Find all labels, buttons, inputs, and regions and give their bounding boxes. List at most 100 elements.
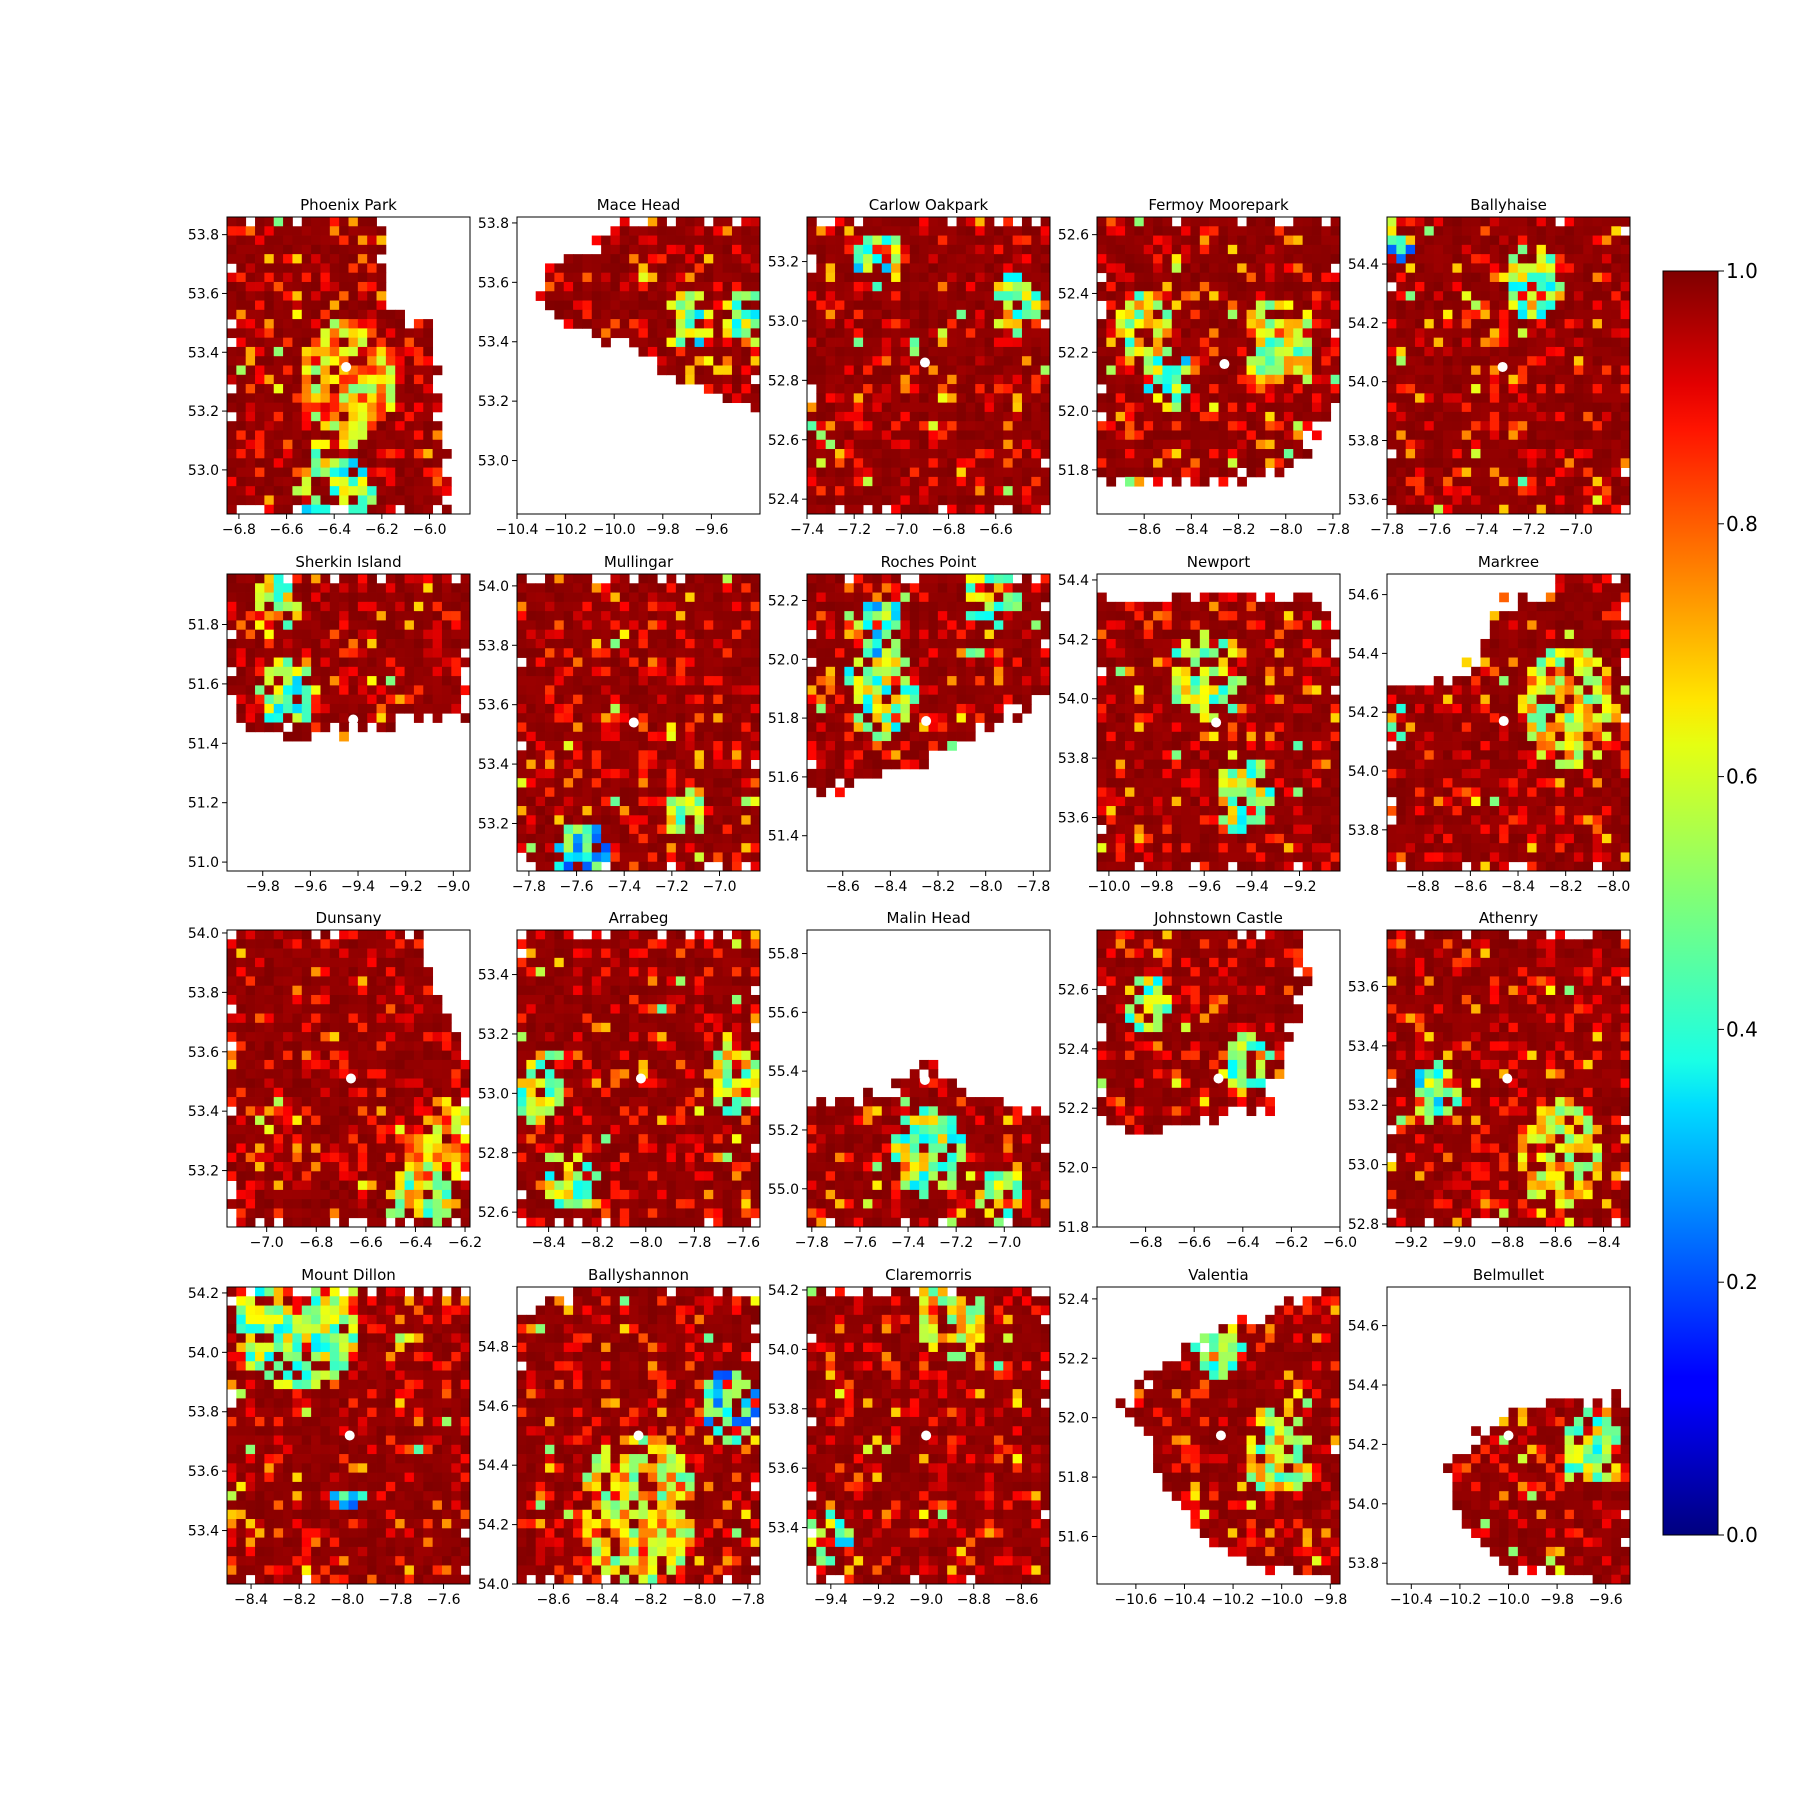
heatmap-cell [563, 629, 574, 640]
heatmap-cell [1162, 309, 1173, 320]
heatmap-cell [984, 574, 995, 584]
heatmap-cell [582, 796, 593, 807]
heatmap-cell [750, 365, 761, 376]
heatmap-cell [264, 666, 275, 677]
heatmap-cell [853, 495, 864, 506]
heatmap-cell [675, 750, 686, 761]
heatmap-cell [1592, 449, 1603, 459]
heatmap-cell [750, 694, 761, 705]
heatmap-cell [638, 694, 649, 705]
heatmap-cell [236, 592, 247, 603]
heatmap-cell [872, 486, 883, 496]
heatmap-cell [1237, 254, 1247, 264]
y-tick-label: 54.4 [1348, 257, 1379, 273]
heatmap-cell [853, 476, 864, 487]
heatmap-cell [928, 411, 939, 422]
heatmap-cell [891, 235, 901, 246]
heatmap-cells [227, 217, 452, 515]
heatmap-cell [357, 611, 368, 621]
heatmap-cell [1508, 402, 1519, 413]
heatmap-cell [1143, 402, 1154, 413]
heatmap-cell [1003, 421, 1014, 431]
heatmap-cell [863, 611, 873, 621]
heatmap-cell [1620, 476, 1631, 487]
heatmap-cell [863, 281, 873, 292]
heatmap-cell [750, 583, 761, 593]
heatmap-cell [1255, 328, 1266, 339]
heatmap-cell [404, 365, 415, 376]
heatmap-cell [975, 226, 985, 236]
heatmap-cell [1564, 504, 1575, 515]
heatmap-cell [1573, 393, 1584, 404]
heatmap-cell [227, 402, 237, 413]
heatmap-cell [423, 384, 434, 394]
heatmap-cell [283, 495, 293, 506]
heatmap-cell [255, 217, 265, 227]
heatmap-cell [1601, 217, 1612, 227]
heatmap-cell [1265, 272, 1275, 283]
heatmap-cell [928, 638, 939, 649]
heatmap-cell [1125, 430, 1135, 441]
heatmap-cell [1125, 421, 1135, 431]
heatmap-cell [301, 337, 312, 348]
heatmap-cell [1302, 217, 1313, 227]
heatmap-cell [1162, 449, 1173, 459]
heatmap-cell [320, 439, 331, 450]
heatmap-cell [909, 226, 920, 236]
heatmap-cell [965, 504, 976, 515]
heatmap-cell [1134, 430, 1145, 441]
heatmap-cell [348, 346, 359, 357]
heatmap-cell [376, 583, 387, 593]
heatmap-cell [591, 685, 602, 696]
heatmap-cell [395, 421, 405, 431]
heatmap-cell [1097, 421, 1107, 431]
heatmap-cell [1040, 648, 1051, 658]
heatmap-cell [1555, 309, 1565, 320]
heatmap-cell [657, 722, 667, 733]
heatmap-cell [357, 235, 368, 246]
heatmap-cell [423, 495, 434, 506]
heatmap-cell [376, 319, 387, 329]
heatmap-cell [283, 346, 293, 357]
heatmap-cell [694, 291, 705, 301]
heatmap-cell [713, 300, 724, 311]
heatmap-cell [264, 648, 275, 658]
heatmap-cell [975, 217, 985, 227]
heatmap-cell [722, 722, 733, 733]
heatmap-cell [1265, 328, 1275, 339]
heatmap-cell [348, 254, 359, 264]
heatmap-cell [376, 713, 387, 723]
heatmap-cell [432, 638, 443, 649]
heatmap-cell [853, 309, 864, 320]
heatmap-cell [1601, 476, 1612, 487]
heatmap-cell [1040, 592, 1051, 603]
heatmap-cell [891, 374, 901, 385]
heatmap-cell [1021, 592, 1032, 603]
heatmap-cell [1480, 328, 1491, 339]
heatmap-cell [1471, 337, 1481, 348]
heatmap-cell [1199, 439, 1210, 450]
heatmap-cell [1489, 504, 1500, 515]
heatmap-cell [367, 439, 377, 450]
heatmap-cell [1583, 430, 1594, 441]
heatmap-cell [255, 583, 265, 593]
heatmap-cell [582, 778, 593, 788]
heatmap-cell [582, 722, 593, 733]
heatmap-cell [713, 217, 724, 227]
heatmap-cell [1012, 583, 1023, 593]
heatmap-cell [1283, 393, 1294, 404]
heatmap-cell [395, 611, 405, 621]
heatmap-cell [329, 244, 340, 255]
heatmap-cell [1545, 402, 1556, 413]
heatmap-cell [853, 300, 864, 311]
heatmap-cell [1499, 486, 1509, 496]
heatmap-cell [535, 768, 546, 779]
heatmap-cell [900, 421, 911, 431]
heatmap-cell [591, 263, 602, 274]
heatmap-cell [1209, 356, 1219, 366]
heatmap-cell [947, 476, 957, 487]
heatmap-cell [348, 235, 359, 246]
heatmap-cell [1293, 430, 1304, 441]
heatmap-cell [1480, 411, 1491, 422]
heatmap-cell [1601, 226, 1612, 236]
